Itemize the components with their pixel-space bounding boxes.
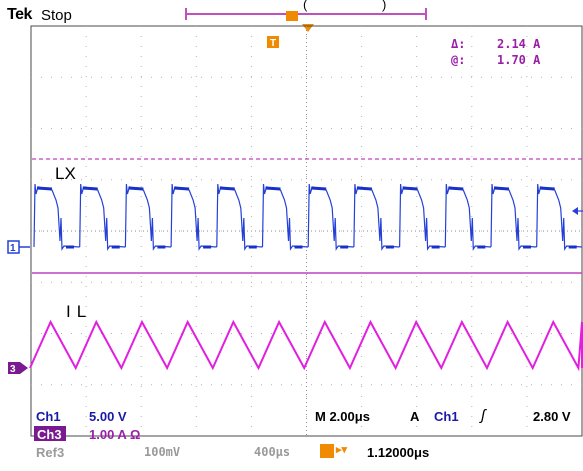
ch3-scale: 1.00 A Ω: [89, 427, 141, 442]
cursor-delta-value: 2.14 A: [497, 37, 541, 51]
ch1-scale: 5.00 V: [89, 409, 127, 424]
graticule-grid: [31, 26, 582, 436]
lx-label: LX: [55, 164, 76, 183]
record-position-bar[interactable]: [185, 8, 427, 21]
trigger-mode: A: [410, 409, 420, 424]
trigger-source[interactable]: Ch1: [434, 409, 459, 424]
arrow-right-icon: ▸▾: [336, 444, 348, 456]
trigger-position-icon: [320, 444, 334, 458]
trigger-position-arrow[interactable]: [302, 24, 314, 32]
acquisition-state[interactable]: Stop: [41, 7, 72, 24]
ch3-name[interactable]: Ch3: [37, 427, 62, 442]
trigger-position-marker[interactable]: [267, 36, 279, 48]
ch1-lx-waveform: [33, 183, 583, 251]
ref3-time: 400μs: [254, 445, 291, 459]
trigger-marker-label: T: [270, 38, 276, 49]
rising-edge-icon: ʃ: [481, 407, 486, 424]
cursor-delta-label: Δ:: [451, 37, 466, 51]
ch3-name-box[interactable]: [34, 426, 66, 441]
il-label: IL: [66, 302, 93, 321]
ch1-ground-marker[interactable]: 1: [7, 240, 30, 254]
svg-text:): ): [382, 0, 386, 12]
svg-text:3: 3: [10, 364, 16, 375]
record-trigger-marker: [286, 11, 298, 21]
brand-logo: Tek: [7, 6, 32, 23]
timebase[interactable]: M 2.00μs: [315, 409, 370, 424]
svg-text:(: (: [303, 0, 308, 12]
trigger-position-value[interactable]: 1.12000μs: [367, 445, 430, 460]
trigger-level[interactable]: 2.80 V: [533, 409, 571, 424]
cursor-at-value: 1.70 A: [497, 53, 541, 67]
ch1-name[interactable]: Ch1: [36, 409, 61, 424]
svg-text:1: 1: [10, 243, 16, 254]
ch3-il-waveform: [29, 319, 583, 372]
cursor-at-label: @:: [451, 53, 466, 67]
ref3-scale: 100mV: [144, 445, 181, 459]
ch1-lx-waveform-plateaus: [36, 186, 577, 249]
ch3-ground-marker[interactable]: 3: [8, 362, 28, 375]
ref3-name[interactable]: Ref3: [36, 445, 65, 460]
